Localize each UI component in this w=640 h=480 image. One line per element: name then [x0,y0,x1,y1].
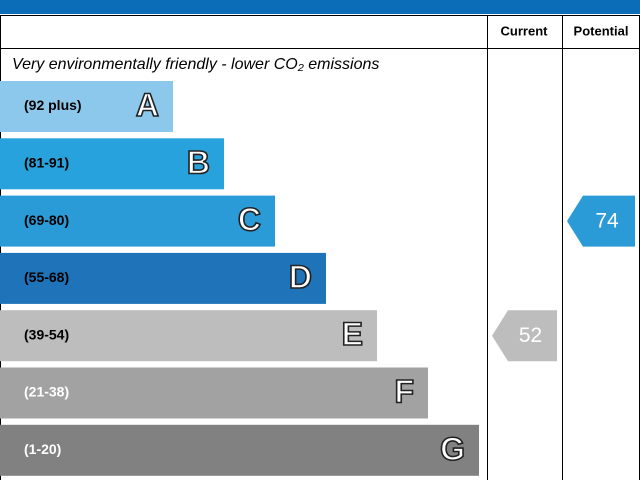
band-letter: D [289,259,312,295]
band-bar [0,424,479,476]
band-letter: B [187,144,210,180]
band-range: (81-91) [24,155,69,171]
band-bar [0,81,173,132]
subtitle: Very environmentally friendly - lower CO… [12,56,379,73]
band-range: (69-80) [24,212,69,228]
band-bar [0,252,326,304]
title-banner [0,0,640,14]
potential-value: 74 [595,210,619,233]
band-letter: C [238,202,261,238]
band-bar [0,367,428,419]
current-arrow [492,310,557,362]
band-range: (55-68) [24,269,69,285]
current-value: 52 [519,324,542,347]
potential-arrow [567,195,635,247]
band-range: (39-54) [24,326,69,342]
band-range: (92 plus) [24,97,82,113]
column-header: Potential [574,23,629,38]
band-letter: E [342,316,363,352]
band-bar [0,138,224,190]
band-letter: G [440,431,465,467]
band-range: (21-38) [24,384,69,400]
band-bar [0,195,275,247]
band-letter: F [394,373,414,409]
column-header: Current [501,23,549,38]
band-bar [0,310,377,362]
band-letter: A [136,87,159,123]
band-range: (1-20) [24,441,61,457]
